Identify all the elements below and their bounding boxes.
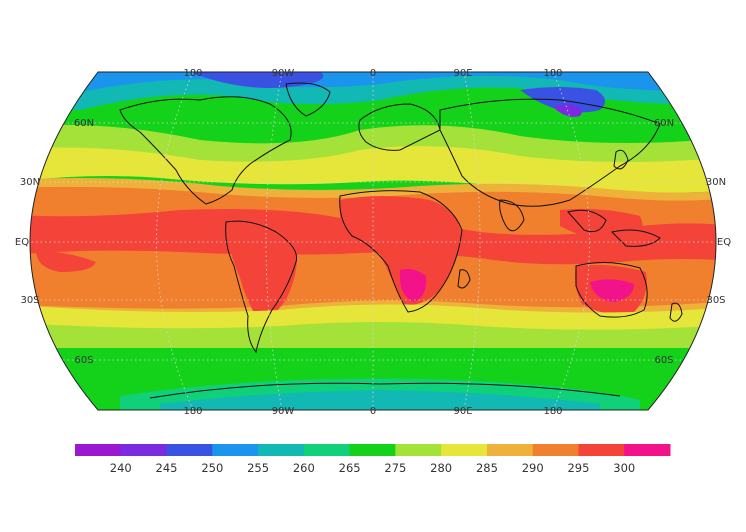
colorbar-tick-label: 255: [247, 461, 269, 475]
bottom-lon-labels: 180 90W 0 90E 180: [183, 406, 562, 417]
top-lon-label: 0: [370, 68, 376, 79]
right-lat-label: 60S: [654, 355, 673, 366]
bottom-lon-label: 180: [183, 406, 202, 417]
colorbar-tick-label: 240: [110, 461, 132, 475]
colorbar-tick-label: 260: [293, 461, 315, 475]
colorbar-swatch: [532, 444, 579, 456]
colorbar-swatch: [624, 444, 671, 456]
right-lat-labels: 60N 30N EQ 30S 60S: [654, 118, 731, 366]
bottom-lon-label: 90W: [272, 406, 295, 417]
bottom-lon-label: 90E: [453, 406, 472, 417]
colorbar-tick-label: 250: [201, 461, 223, 475]
colorbar-labels: 240 245 250 255 260 265 275 280 285 290 295 300: [110, 461, 635, 475]
colorbar-tick-label: 245: [156, 461, 178, 475]
colorbar-swatch: [166, 444, 213, 456]
top-lon-label: 180: [543, 68, 562, 79]
colorbar-tick-label: 280: [430, 461, 452, 475]
bottom-lon-label: 0: [370, 406, 376, 417]
colorbar-swatch: [75, 444, 122, 456]
colorbar-swatch: [395, 444, 442, 456]
colorbar-swatch: [578, 444, 625, 456]
colorbar-swatch: [486, 444, 534, 456]
left-lat-label: 30N: [20, 177, 40, 188]
top-lon-label: 180: [183, 68, 202, 79]
coastlines: [119, 82, 683, 399]
left-lat-label: 60N: [74, 118, 94, 129]
right-lat-label: 60N: [654, 118, 674, 129]
left-lat-label: 30S: [20, 295, 39, 306]
top-lon-labels: 180 90W 0 90E 180: [183, 68, 562, 79]
left-lat-label: 60S: [74, 355, 93, 366]
colorbar-swatch: [212, 444, 259, 456]
colorbar-tick-label: 285: [476, 461, 498, 475]
left-lat-labels: 60N 30N EQ 30S 60S: [15, 118, 94, 366]
bottom-lon-label: 180: [543, 406, 562, 417]
colorbar-tick-label: 275: [384, 461, 406, 475]
globe-outline: [29, 71, 717, 411]
top-lon-label: 90W: [272, 68, 295, 79]
colorbar-tick-label: 290: [522, 461, 544, 475]
colorbar-swatch: [349, 444, 396, 456]
colorbar-tick-label: 295: [567, 461, 589, 475]
colorbar-swatch: [441, 444, 488, 456]
top-lon-label: 90E: [453, 68, 472, 79]
colorbar-tick-label: 300: [613, 461, 635, 475]
colorbar: 240 245 250 255 260 265 275 280 285 290 295 300: [75, 444, 671, 475]
colorbar-tick-label: 265: [339, 461, 361, 475]
right-lat-label: 30S: [706, 295, 725, 306]
colorbar-swatches: [75, 444, 671, 456]
left-lat-label: EQ: [15, 237, 29, 248]
colorbar-swatch: [303, 444, 351, 456]
colorbar-swatch: [120, 444, 168, 456]
right-lat-label: 30N: [706, 177, 726, 188]
right-lat-label: EQ: [717, 237, 731, 248]
graticule: [30, 72, 716, 410]
colorbar-swatch: [258, 444, 305, 456]
